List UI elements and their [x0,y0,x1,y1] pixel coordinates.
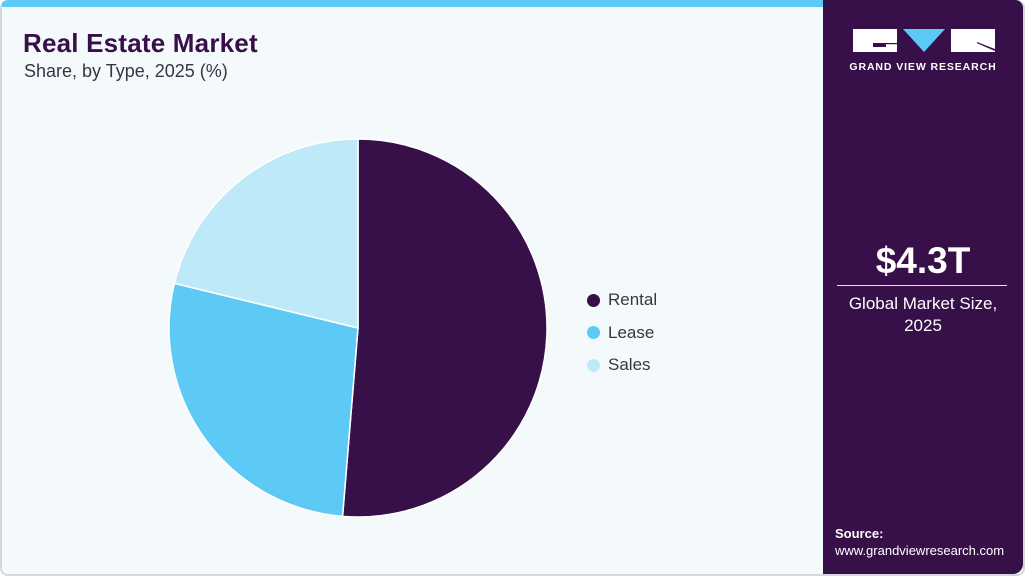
info-sidebar: GRAND VIEW RESEARCH $4.3T Global Market … [823,0,1023,574]
legend-item-rental: Rental [587,284,657,317]
market-size-label-line1: Global Market Size, [848,294,998,313]
market-size-label: Global Market Size, 2025 [823,293,1023,337]
legend-item-sales: Sales [587,349,657,382]
legend-label-rental: Rental [608,290,658,310]
chart-panel: Real Estate Market Share, by Type, 2025 … [2,0,823,574]
pie-slice-sales [173,138,359,329]
grand-view-research-logo-icon [853,29,995,52]
pie-chart [168,138,548,518]
pie-slice-lease [168,282,359,518]
chart-title: Real Estate Market [23,28,258,58]
legend-dot-rental-icon [587,293,600,307]
source-link[interactable]: www.grandviewresearch.com [835,543,1005,558]
market-size-label-line2: 2025 [904,316,942,335]
legend-label-lease: Lease [608,322,655,342]
pie-slice-rental [341,138,548,518]
market-size-value: $4.3T [875,240,971,281]
pie-slices [168,138,548,518]
legend-dot-sales-icon [587,358,600,372]
accent-top-bar [2,0,823,7]
legend-item-lease: Lease [587,317,657,350]
legend-label-sales: Sales [608,355,651,375]
source-label: Source: [835,526,884,541]
chart-legend: Rental Lease Sales [587,284,657,382]
legend-dot-lease-icon [587,326,600,340]
divider [837,285,1007,286]
logo-wordmark: GRAND VIEW RESEARCH [849,61,997,73]
chart-subtitle: Share, by Type, 2025 (%) [24,61,228,81]
